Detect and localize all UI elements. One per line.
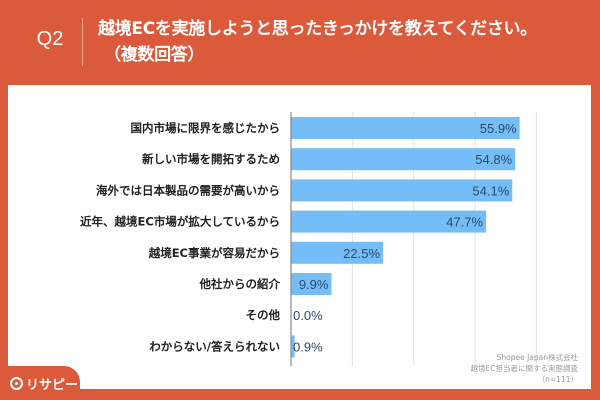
bar-7 [291, 335, 295, 358]
logo-text: リサピー [26, 378, 79, 393]
value-label-6: 0.0% [293, 308, 323, 323]
source-company: Shopee Japan株式会社 [496, 353, 578, 362]
category-labels: 国内市場に限界を感じたから新しい市場を開拓するため海外では日本製品の需要が高いか… [80, 121, 280, 353]
category-label-5: 他社からの紹介 [199, 277, 281, 291]
source-survey: 越境EC担当者に関する実態調査 [470, 364, 578, 373]
header-divider [82, 18, 83, 66]
value-label-3: 47.7% [446, 215, 483, 230]
header: Q2 越境ECを実施しようと思ったきっかけを教えてください。 （複数回答） [0, 0, 600, 85]
bars [291, 117, 520, 358]
value-label-4: 22.5% [343, 246, 380, 261]
category-label-1: 新しい市場を開拓するため [142, 152, 280, 166]
category-label-7: わからない/答えられない [149, 339, 280, 353]
title-text: 越境ECを実施しようと思ったきっかけを教えてください。 [98, 19, 537, 39]
value-label-0: 55.9% [480, 121, 517, 136]
value-label-1: 54.8% [475, 152, 512, 167]
category-label-3: 近年、越境EC市場が拡大しているから [80, 215, 280, 229]
brand-logo: リサピー [10, 374, 78, 393]
question-number: Q2 [36, 28, 64, 50]
value-label-7: 0.9% [293, 339, 323, 354]
bar-3 [291, 210, 487, 233]
magnifier-pin-icon [10, 377, 23, 390]
value-label-5: 9.9% [299, 277, 329, 292]
source-sample-size: （n=111） [537, 375, 578, 384]
source-note: Shopee Japan株式会社 越境EC担当者に関する実態調査 （n=111） [471, 352, 578, 385]
value-labels: 55.9% 54.8% 54.1% 47.7% 22.5% 9.9% 0.0% 0.9% [293, 121, 517, 354]
category-label-6: その他 [246, 308, 281, 322]
bar-2 [291, 179, 513, 202]
bar-1 [291, 148, 516, 171]
category-label-0: 国内市場に限界を感じたから [131, 121, 281, 135]
category-label-4: 越境EC事業が容易だから [148, 246, 280, 260]
category-label-2: 海外では日本製品の需要が高いから [96, 183, 280, 197]
bar-4 [291, 241, 384, 264]
question-title: 越境ECを実施しようと思ったきっかけを教えてください。 （複数回答） [98, 16, 588, 68]
bar-5 [291, 273, 332, 295]
value-label-2: 54.1% [472, 183, 509, 198]
bar-0 [291, 117, 520, 139]
title-subtitle: （複数回答） [104, 45, 205, 65]
